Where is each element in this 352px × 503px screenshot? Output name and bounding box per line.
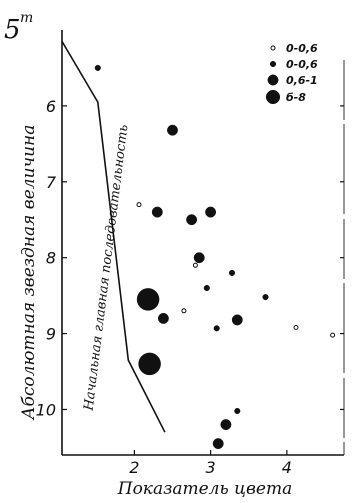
legend-label: б-8 (286, 91, 306, 104)
x-axis-label: Показатель цвета (117, 479, 293, 499)
legend-label: 0-0,6 (286, 42, 318, 55)
data-point (181, 308, 187, 314)
main-sequence-curve (61, 40, 166, 433)
data-point (167, 124, 178, 136)
data-point (205, 206, 217, 218)
y-top-tick-label: 5 (4, 15, 21, 45)
data-point (94, 64, 101, 71)
data-point (136, 202, 142, 208)
data-point (157, 312, 169, 324)
data-point (220, 419, 232, 431)
data-point (231, 314, 243, 326)
data-point (228, 269, 236, 276)
y-tick-label: 7 (46, 173, 57, 192)
legend-label: 0,6-1 (286, 74, 318, 87)
data-point (212, 438, 224, 450)
legend-marker (270, 45, 276, 51)
legend-label: 0-0,6 (286, 58, 318, 71)
data-point (193, 252, 205, 264)
y-axis-label: Абсолютная звездная величина (19, 125, 39, 421)
curve-label: Начальная главная последовательность (81, 124, 131, 413)
data-point (136, 288, 160, 311)
legend-marker (267, 74, 279, 86)
data-point (138, 352, 161, 376)
x-tick-label: 2 (129, 458, 139, 477)
data-point (151, 206, 163, 218)
legend-marker (265, 89, 281, 105)
y-top-tick-unit: m (20, 10, 33, 26)
y-tick-label: 6 (46, 97, 56, 116)
data-point (330, 332, 336, 338)
y-tick-label: 8 (46, 249, 56, 268)
data-point (213, 325, 220, 332)
data-point (192, 262, 198, 268)
x-tick-label: 4 (282, 458, 292, 477)
data-points (94, 64, 336, 450)
axis-ticks: 6 7 8 9 10 2 3 4 (36, 97, 344, 477)
data-point (234, 407, 241, 415)
data-point (262, 294, 269, 301)
data-point (293, 325, 299, 330)
x-tick-label: 3 (206, 458, 216, 477)
legend: 0-0,6 0-0,6 0,6-1 б-8 (255, 40, 333, 122)
data-point (203, 284, 210, 292)
data-point (186, 214, 198, 226)
y-tick-label: 10 (36, 400, 56, 419)
legend-marker (269, 60, 277, 68)
y-tick-label: 9 (46, 325, 56, 344)
main-sequence-curve-layer (61, 40, 166, 433)
